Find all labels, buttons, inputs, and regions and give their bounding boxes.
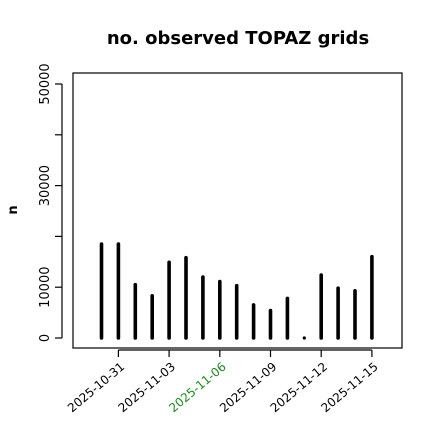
y-axis-label: n: [6, 205, 21, 214]
y-tick-label: 0: [38, 334, 53, 342]
y-tick-label: 30000: [38, 165, 53, 206]
bar: [302, 336, 306, 340]
y-axis: 0 10000 30000 50000: [38, 63, 63, 342]
x-axis: 2025-10-312025-11-032025-11-062025-11-09…: [65, 349, 381, 415]
bars: [99, 242, 374, 340]
plot-frame: [72, 72, 403, 349]
y-tick-label: 50000: [38, 63, 53, 104]
chart-title: no. observed TOPAZ grids: [107, 28, 369, 49]
y-tick-label: 10000: [38, 267, 53, 308]
